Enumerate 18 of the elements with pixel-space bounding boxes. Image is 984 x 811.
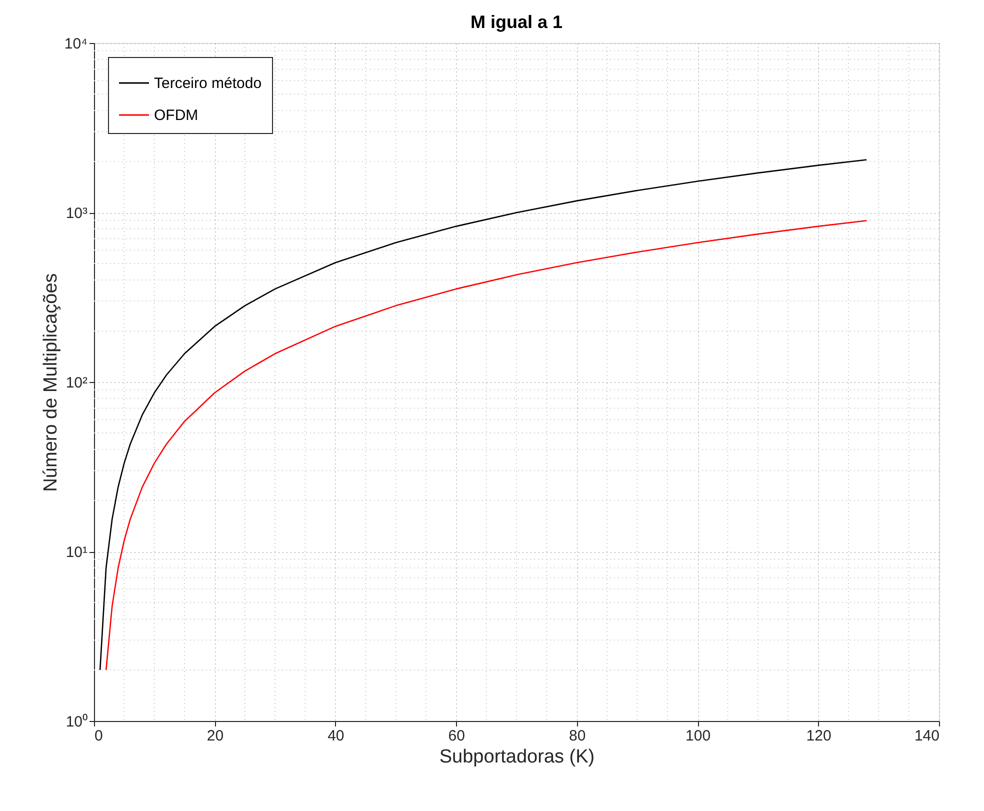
y-tick-label: 10¹ (66, 544, 88, 561)
y-axis-title: Número de Multiplicações (40, 273, 62, 492)
y-tick-label: 10³ (66, 205, 88, 222)
chart-title: M igual a 1 (470, 12, 563, 32)
legend-label: OFDM (154, 107, 198, 124)
legend-label: Terceiro método (154, 75, 262, 92)
x-tick-label: 120 (806, 728, 832, 744)
x-axis-title: Subportadoras (K) (439, 746, 595, 768)
y-tick-label: 10⁴ (64, 36, 88, 52)
x-tick-label: 80 (569, 728, 586, 744)
x-tick-label: 40 (328, 728, 344, 744)
x-tick-label: 0 (94, 728, 103, 744)
x-tick-label: 140 (914, 728, 940, 744)
x-tick-label: 60 (448, 728, 465, 744)
y-tick-label: 10² (66, 374, 88, 392)
y-tick-label: 10⁰ (66, 714, 88, 730)
x-tick-label: 100 (686, 728, 711, 744)
x-tick-label: 20 (206, 728, 224, 744)
